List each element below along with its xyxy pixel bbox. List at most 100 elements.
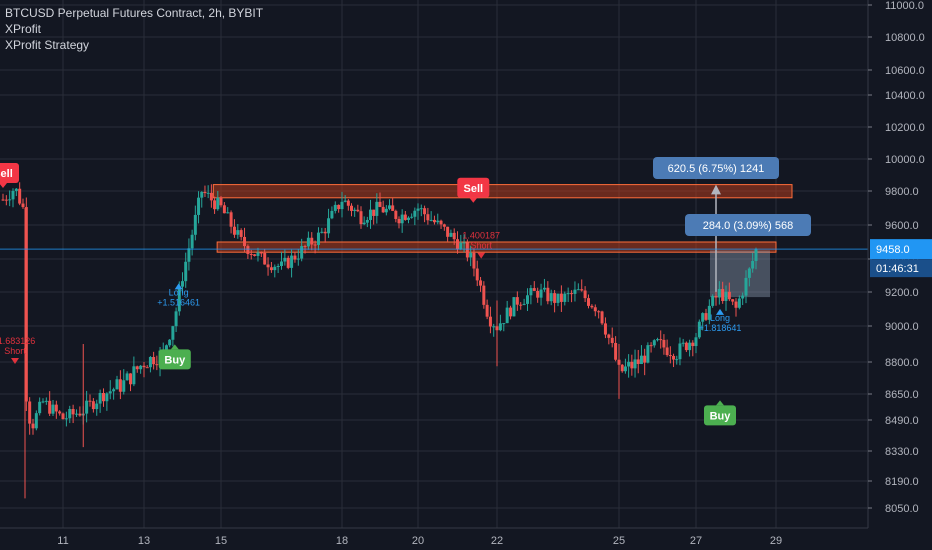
candle-body xyxy=(668,355,672,357)
candle-body xyxy=(485,304,489,317)
price-tick-label: 10800.0 xyxy=(885,32,925,44)
candle-body xyxy=(273,266,277,271)
candle-body xyxy=(310,237,314,245)
candle-body xyxy=(54,404,58,412)
candle-body xyxy=(597,311,601,313)
candle-body xyxy=(563,293,567,302)
trade-result-label: Long xyxy=(710,313,730,323)
candle-body xyxy=(498,323,502,331)
candle-body xyxy=(229,212,233,227)
candle-body xyxy=(306,237,310,247)
candle-body xyxy=(737,298,741,308)
candle-body xyxy=(614,342,618,360)
candle-body xyxy=(115,379,119,390)
candle-body xyxy=(416,208,420,211)
time-tick-label: 29 xyxy=(770,535,782,547)
price-tick-label: 11000.0 xyxy=(885,0,924,12)
candle-body xyxy=(68,409,72,419)
buy-signal-text: Buy xyxy=(710,410,732,422)
candle-body xyxy=(681,342,685,344)
sell-signal-text: Sell xyxy=(464,183,484,195)
chart-legend: BTCUSD Perpetual Futures Contract, 2h, B… xyxy=(5,5,263,53)
trade-result-label: -1.683126 xyxy=(0,336,35,346)
candle-body xyxy=(678,343,682,360)
candle-body xyxy=(350,205,353,211)
sell-signal-label xyxy=(0,163,19,183)
signal-labels: SellBuySellBuy-1.683126ShortLong+1.51646… xyxy=(0,163,741,426)
candle-body xyxy=(112,389,116,392)
trade-result-label: Long xyxy=(169,287,189,297)
candle-body xyxy=(600,311,604,324)
candle-body xyxy=(362,222,366,225)
candle-body xyxy=(95,403,99,410)
trade-result-label: +1.516461 xyxy=(157,297,200,307)
price-tick-label: 9000.0 xyxy=(885,321,919,333)
candle-body xyxy=(694,337,698,347)
candle-body xyxy=(280,261,283,266)
measure-label-box xyxy=(653,157,779,179)
candle-body xyxy=(576,289,580,291)
candle-body xyxy=(296,258,300,260)
trade-result-label: 1.400187 xyxy=(462,231,500,241)
candle-body xyxy=(256,252,260,256)
candle-body xyxy=(222,205,226,214)
candle-body xyxy=(502,323,506,325)
candle-body xyxy=(125,373,129,381)
candle-body xyxy=(313,244,317,246)
candle-body xyxy=(365,219,369,223)
candle-body xyxy=(139,365,143,370)
candle-body xyxy=(734,301,738,308)
current-price-badge xyxy=(870,239,932,260)
candle-body xyxy=(249,254,253,256)
candle-body xyxy=(253,254,257,256)
candle-body xyxy=(419,208,423,210)
measure-label-box xyxy=(685,214,811,236)
candle-body xyxy=(375,201,379,216)
candle-body xyxy=(75,413,78,415)
candle-body xyxy=(148,356,152,368)
candle-body xyxy=(449,232,453,237)
candle-body xyxy=(353,209,357,211)
long-arrow xyxy=(174,283,183,290)
sell-pointer xyxy=(0,183,7,188)
candle-body xyxy=(343,200,347,202)
candle-body xyxy=(630,361,634,369)
candle-body xyxy=(469,252,473,258)
symbol-title[interactable]: BTCUSD Perpetual Futures Contract, 2h, B… xyxy=(5,6,264,20)
candle-body xyxy=(85,400,89,414)
candle-body xyxy=(593,307,597,312)
candle-body xyxy=(316,232,320,245)
candle-body xyxy=(429,219,433,221)
measure-arrow-head xyxy=(711,184,721,195)
candle-body xyxy=(122,380,126,392)
candle-body xyxy=(31,423,35,429)
buy-signal-label xyxy=(158,349,191,370)
candle-body xyxy=(407,217,410,220)
price-axis[interactable]: 11000.0 10800.0 10600.0 10400.0 10200.0 10000… xyxy=(867,0,932,550)
candle-body xyxy=(206,192,210,194)
indicator-xprofit-strategy[interactable]: XProfit Strategy xyxy=(5,38,90,52)
candle-body xyxy=(570,293,574,295)
indicator-xprofit[interactable]: XProfit xyxy=(5,22,42,36)
candle-body xyxy=(293,255,297,260)
candle-body xyxy=(704,313,708,320)
short-arrow xyxy=(477,252,486,259)
price-tick-label: 9200.0 xyxy=(885,287,919,299)
price-tick-label: 8800.0 xyxy=(885,357,919,369)
candle-body xyxy=(529,288,533,296)
price-tick-label: 8050.0 xyxy=(885,503,919,515)
candle-body xyxy=(388,205,391,209)
measure-label-text: 284.0 (3.09%) 568 xyxy=(703,220,794,232)
price-tick-label: 8190.0 xyxy=(885,476,919,488)
candle-body xyxy=(266,264,270,268)
candle-body xyxy=(276,265,280,267)
candle-body xyxy=(8,199,12,201)
candle-body xyxy=(539,289,543,298)
candle-body xyxy=(436,220,440,223)
trade-result-label: Short xyxy=(470,241,492,251)
time-axis[interactable]: 11 13 15 18 20 22 25 27 29 xyxy=(0,527,932,550)
candle-body xyxy=(243,236,247,247)
candle-body xyxy=(78,413,82,416)
candle-body xyxy=(378,201,382,207)
